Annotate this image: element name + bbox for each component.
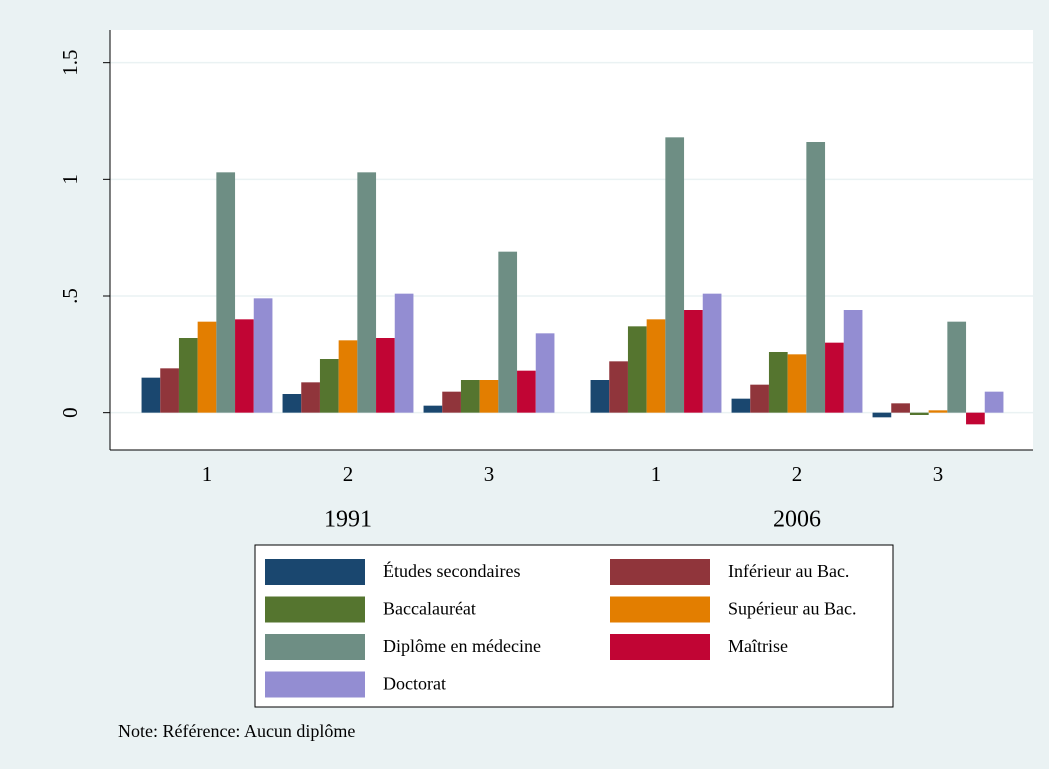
bar [197,321,217,413]
legend-label: Baccalauréat [383,599,476,619]
bar [141,377,161,413]
bar [357,172,377,413]
x-tick-label: 2 [343,462,354,486]
bar [590,380,610,413]
legend-swatch [265,634,365,660]
bar [423,405,443,413]
bar [535,333,555,413]
bar [731,398,751,413]
bar [376,338,395,413]
x-tick-label: 3 [484,462,495,486]
legend-swatch [265,559,365,585]
bar [872,412,892,418]
bar [966,412,985,425]
bar [442,391,461,413]
legend-label: Inférieur au Bac. [728,561,849,581]
bar [646,319,666,413]
bar [301,382,320,413]
bar [947,321,967,413]
y-tick-label: 1.5 [58,50,82,76]
legend-label: Maîtrise [728,636,788,656]
legend-label: Études secondaires [383,560,520,581]
x-tick-label: 2 [792,462,803,486]
legend-label: Supérieur au Bac. [728,599,856,619]
x-tick-label: 3 [933,462,944,486]
bar [928,410,948,413]
legend-label: Doctorat [383,674,446,694]
bar [806,142,826,413]
bar [750,384,769,413]
bar [216,172,236,413]
x-tick-label: 1 [651,462,662,486]
bar [479,380,499,413]
bar [338,340,358,413]
bar [843,310,863,413]
bar [282,394,302,413]
bar [160,368,179,413]
legend-swatch [265,671,365,698]
bar [178,338,198,413]
legend-label: Diplôme en médecine [383,636,541,656]
bar [319,359,339,413]
bar [984,391,1004,413]
legend-swatch [610,559,710,585]
bar [891,403,910,413]
x-tick-label: 1 [202,462,213,486]
bar [235,319,254,413]
bar [394,293,414,413]
bar [627,326,647,413]
note: Note: Référence: Aucun diplôme [118,721,355,741]
bar [665,137,685,413]
bar [787,354,807,413]
bar [909,412,929,415]
bar [460,380,480,413]
y-tick-label: 1 [58,174,82,185]
bar [702,293,722,413]
group-label: 2006 [773,507,821,533]
bar [609,361,628,413]
bar [768,352,788,413]
bar [253,298,273,413]
y-tick-label: .5 [58,288,82,304]
group-label: 1991 [324,507,372,533]
y-tick-label: 0 [58,407,82,418]
bar [498,251,518,413]
legend-swatch [610,634,710,660]
legend-swatch [610,596,710,623]
bar [517,370,536,413]
legend-swatch [265,596,365,623]
bar [825,342,844,413]
bar [684,310,703,413]
